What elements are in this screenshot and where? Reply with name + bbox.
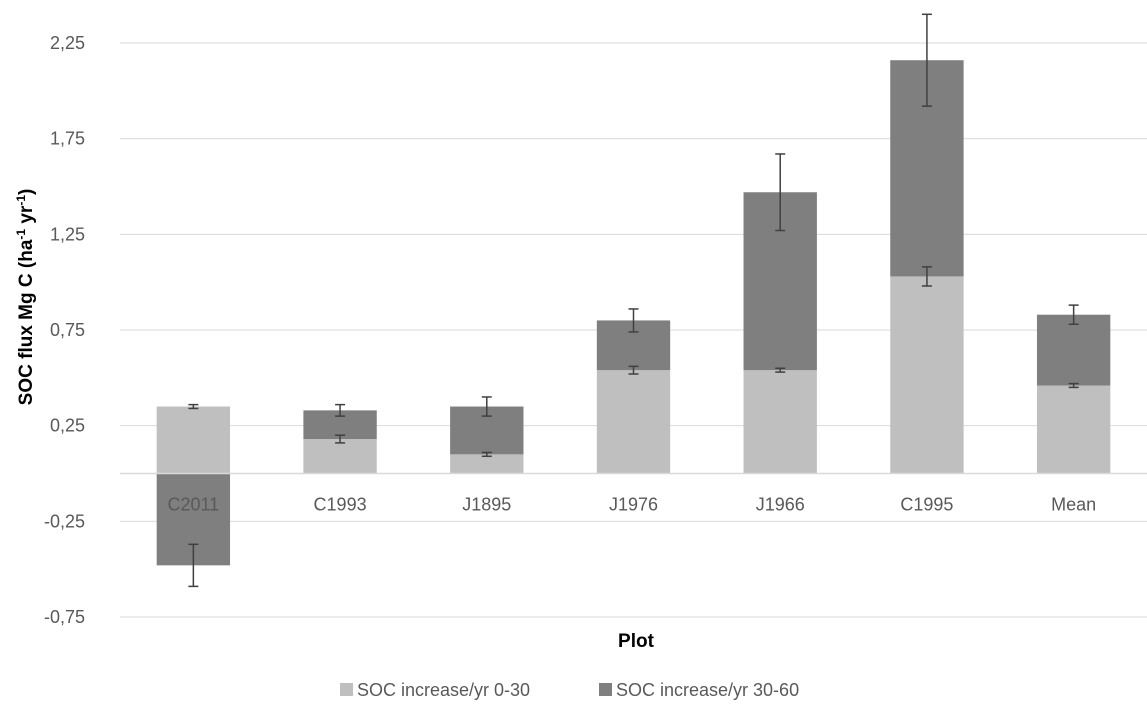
x-tick-label-C1995: C1995 (900, 495, 953, 515)
bar-Mean-series2 (1036, 314, 1111, 386)
y-tick-label: 0,75 (50, 320, 85, 340)
y-tick-label: 1,25 (50, 224, 85, 244)
legend-label-30-60: SOC increase/yr 30-60 (616, 680, 799, 700)
x-axis-title: Plot (618, 631, 655, 652)
legend: SOC increase/yr 0-30 SOC increase/yr 30-… (340, 680, 799, 700)
bar-C1993-series1 (303, 439, 377, 474)
x-tick-label-J1966: J1966 (756, 495, 805, 515)
legend-label-0-30: SOC increase/yr 0-30 (357, 680, 530, 700)
bar-J1966-series1 (743, 370, 817, 474)
bar-J1976-series1 (596, 370, 671, 474)
legend-swatch-30-60 (599, 683, 612, 696)
bar-C2011-series1 (156, 406, 231, 474)
y-tick-label: 1,75 (50, 129, 85, 149)
bar-J1895-series1 (450, 454, 524, 474)
x-tick-label-C1993: C1993 (314, 495, 367, 515)
y-tick-label: 0,25 (50, 416, 85, 436)
y-tick-label: -0,25 (44, 511, 85, 531)
error-bars (188, 13, 1079, 588)
y-tick-labels: -0,75 -0,25 0,25 0,75 1,25 1,75 2,25 (44, 33, 85, 627)
x-tick-label-J1976: J1976 (609, 495, 658, 515)
bars (156, 60, 1111, 566)
bar-C1995-series1 (890, 276, 964, 474)
y-tick-label: -0,75 (44, 607, 85, 627)
y-axis-title: SOC flux Mg C (ha-1 yr-1) (14, 189, 37, 406)
y-tick-label: 2,25 (50, 33, 85, 53)
x-tick-label-Mean: Mean (1051, 495, 1096, 515)
x-tick-label-J1895: J1895 (462, 495, 511, 515)
legend-swatch-0-30 (340, 683, 353, 696)
bar-Mean-series1 (1036, 385, 1111, 474)
x-tick-labels: C2011 C1993 J1895 J1976 J1966 C1995 Mean (167, 495, 1096, 515)
x-tick-label-C2011: C2011 (167, 495, 219, 515)
